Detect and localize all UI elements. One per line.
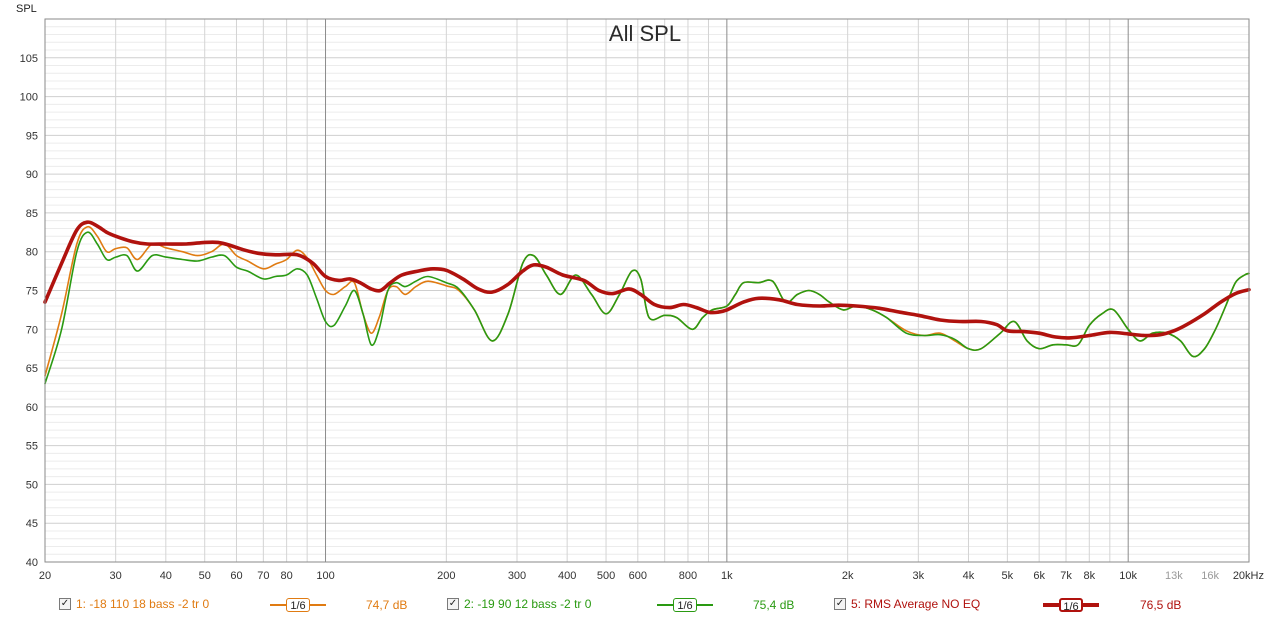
x-tick-label: 600	[629, 570, 647, 582]
x-tick-label: 10k	[1119, 570, 1137, 582]
legend: ✓ 1: -18 110 18 bass -2 tr 0 1/6 74,7 dB ✓ 2:…	[0, 593, 1270, 619]
x-tick-label: 2k	[842, 570, 854, 582]
smoothing-label: 1/6	[673, 598, 697, 612]
smoothing-indicator[interactable]: 1/6	[270, 598, 326, 612]
legend-item-1[interactable]: ✓ 1: -18 110 18 bass -2 tr 0	[59, 597, 209, 611]
x-tick-label: 60	[230, 570, 242, 582]
y-tick-label: 70	[26, 324, 38, 336]
smoothing-indicator[interactable]: 1/6	[657, 598, 713, 612]
series-line-3	[43, 220, 1251, 340]
smoothing-label: 1/6	[1059, 598, 1083, 613]
x-tick-label: 80	[281, 570, 293, 582]
x-tick-label: 8k	[1083, 570, 1095, 582]
x-tick-label: 200	[437, 570, 455, 582]
y-tick-label: 65	[26, 363, 38, 375]
x-tick-label: 4k	[963, 570, 975, 582]
x-tick-label: 5k	[1002, 570, 1014, 582]
x-tick-label: 13k	[1165, 570, 1183, 582]
y-tick-label: 40	[26, 557, 38, 569]
legend-item-2[interactable]: ✓ 2: -19 90 12 bass -2 tr 0	[447, 597, 591, 611]
legend-checkbox[interactable]: ✓	[59, 598, 71, 610]
legend-series-name: 2: -19 90 12 bass -2 tr 0	[464, 597, 592, 611]
x-tick-label: 30	[110, 570, 122, 582]
spl-chart: 40 45 50 55 60 65 70 75 80 85 90 95 100 105 20 30 40 50 6…	[0, 0, 1270, 593]
legend-level-value: 76,5 dB	[1140, 598, 1182, 612]
x-tick-label: 1k	[721, 570, 733, 582]
legend-item-3[interactable]: ✓ 5: RMS Average NO EQ	[834, 597, 980, 611]
x-tick-label: 20kHz	[1233, 570, 1264, 582]
smoothing-indicator[interactable]: 1/6	[1043, 598, 1099, 613]
y-tick-label: 95	[26, 130, 38, 142]
legend-level-value: 74,7 dB	[366, 598, 408, 612]
chart-title: All SPL	[609, 21, 681, 46]
legend-checkbox[interactable]: ✓	[447, 598, 459, 610]
legend-level-value: 75,4 dB	[753, 598, 795, 612]
x-tick-label: 400	[558, 570, 576, 582]
x-tick-label: 300	[508, 570, 526, 582]
x-tick-label: 500	[597, 570, 615, 582]
plot-frame	[44, 18, 1250, 563]
x-tick-label: 16k	[1201, 570, 1219, 582]
plot-background	[0, 0, 1270, 593]
y-tick-label: 55	[26, 441, 38, 453]
y-tick-label: 100	[20, 92, 38, 104]
y-tick-label: 45	[26, 518, 38, 530]
series-lines	[43, 220, 1251, 385]
x-tick-label: 7k	[1060, 570, 1072, 582]
y-tick-label: 85	[26, 208, 38, 220]
x-tick-label: 100	[316, 570, 334, 582]
y-tick-label: 50	[26, 479, 38, 491]
y-tick-label: 75	[26, 286, 38, 298]
smoothing-label: 1/6	[286, 598, 310, 612]
x-tick-label: 3k	[913, 570, 925, 582]
x-tick-label: 70	[257, 570, 269, 582]
x-tick-label: 800	[679, 570, 697, 582]
x-tick-labels: 20 30 40 50 60 70 80 100 200 300 400 500 600 800 1k 2k 3…	[39, 570, 1264, 582]
y-axis-label: SPL	[16, 3, 37, 15]
y-tick-label: 90	[26, 169, 38, 181]
y-tick-label: 60	[26, 402, 38, 414]
x-tick-label: 6k	[1033, 570, 1045, 582]
legend-series-name: 5: RMS Average NO EQ	[851, 597, 981, 611]
x-tick-label: 20	[39, 570, 51, 582]
y-tick-label: 105	[20, 53, 38, 65]
x-tick-label: 40	[160, 570, 172, 582]
legend-checkbox[interactable]: ✓	[834, 598, 846, 610]
y-tick-label: 80	[26, 247, 38, 259]
series-line-2	[44, 231, 1250, 385]
x-tick-label: 50	[199, 570, 211, 582]
y-tick-labels: 40 45 50 55 60 65 70 75 80 85 90 95 100 105	[20, 53, 38, 569]
legend-series-name: 1: -18 110 18 bass -2 tr 0	[76, 597, 210, 611]
